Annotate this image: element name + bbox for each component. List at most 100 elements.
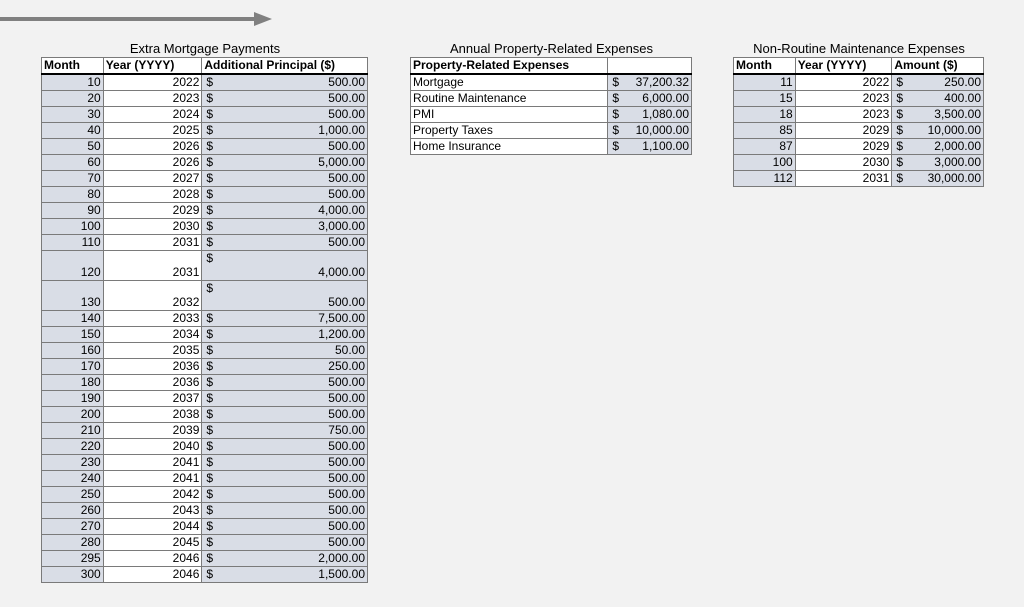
currency-symbol: $ — [206, 155, 214, 169]
amount-cell: $500.00 — [201, 406, 368, 423]
amount-value: 37,200.32 — [635, 75, 689, 89]
amount-cell: $500.00 — [201, 486, 368, 503]
currency-symbol: $ — [612, 107, 620, 121]
col-header-year: Year (YYYY) — [102, 57, 203, 75]
currency-symbol: $ — [206, 471, 214, 485]
amount-value: 400.00 — [944, 91, 981, 105]
amount-cell: $500.00 — [201, 518, 368, 535]
amount-value: 6,000.00 — [642, 91, 689, 105]
nonroutine-section: Non-Routine Maintenance Expenses Month Y… — [733, 41, 985, 187]
nonroutine-caption: Non-Routine Maintenance Expenses — [753, 41, 965, 56]
table-row: 120 2031 $4,000.00 — [41, 250, 368, 281]
month-cell: 100 — [41, 218, 104, 235]
col-header-nr-month: Month — [733, 57, 796, 75]
amount-value: 3,500.00 — [934, 107, 981, 121]
amount-value: 250.00 — [944, 75, 981, 89]
year-cell: 2028 — [102, 186, 203, 203]
month-cell: 10 — [41, 73, 104, 91]
currency-symbol: $ — [206, 171, 214, 185]
annual-expenses-table: Property-Related Expenses Mortgage $37,20… — [409, 57, 692, 155]
amount-value: 500.00 — [328, 391, 365, 405]
amount-value: 500.00 — [328, 455, 365, 469]
amount-cell: $2,000.00 — [891, 138, 984, 155]
expense-label-cell: Mortgage — [409, 73, 609, 91]
year-cell: 2046 — [102, 566, 203, 583]
amount-cell: $500.00 — [201, 138, 368, 155]
currency-symbol: $ — [896, 155, 904, 169]
table-row: 112 2031 $30,000.00 — [733, 170, 984, 187]
table-row: 50 2026 $500.00 — [41, 138, 368, 155]
year-cell: 2041 — [102, 454, 203, 471]
amount-cell: $3,000.00 — [201, 218, 368, 235]
amount-value: 3,000.00 — [934, 155, 981, 169]
currency-symbol: $ — [206, 235, 214, 249]
expense-amount-cell: $6,000.00 — [607, 90, 692, 107]
currency-symbol: $ — [206, 487, 214, 501]
month-cell: 15 — [733, 90, 796, 107]
currency-symbol: $ — [896, 123, 904, 137]
month-cell: 300 — [41, 566, 104, 583]
col-header-expense: Property-Related Expenses — [409, 57, 609, 75]
currency-symbol: $ — [612, 75, 620, 89]
table-row: 300 2046 $1,500.00 — [41, 566, 368, 583]
year-cell: 2029 — [794, 122, 893, 139]
amount-cell: $500.00 — [201, 90, 368, 107]
month-cell: 180 — [41, 374, 104, 391]
expense-label-cell: Routine Maintenance — [409, 90, 609, 107]
expense-label-cell: PMI — [409, 106, 609, 123]
nonroutine-table: Month Year (YYYY) Amount ($) 11 2022 $250.… — [733, 57, 984, 187]
currency-symbol: $ — [206, 567, 214, 581]
year-cell: 2026 — [102, 154, 203, 171]
amount-cell: $750.00 — [201, 422, 368, 439]
month-cell: 230 — [41, 454, 104, 471]
year-cell: 2037 — [102, 390, 203, 407]
amount-cell: $500.00 — [201, 534, 368, 551]
currency-symbol: $ — [206, 107, 214, 121]
month-cell: 220 — [41, 438, 104, 455]
year-cell: 2031 — [102, 234, 203, 251]
table-row: 90 2029 $4,000.00 — [41, 202, 368, 219]
expense-amount-cell: $10,000.00 — [607, 122, 692, 139]
month-cell: 20 — [41, 90, 104, 107]
table-row: 18 2023 $3,500.00 — [733, 106, 984, 123]
month-cell: 150 — [41, 326, 104, 343]
month-cell: 85 — [733, 122, 796, 139]
table-row: 85 2029 $10,000.00 — [733, 122, 984, 139]
month-cell: 200 — [41, 406, 104, 423]
year-cell: 2031 — [794, 170, 893, 187]
amount-cell: $250.00 — [891, 73, 984, 91]
table-row: 200 2038 $500.00 — [41, 406, 368, 423]
currency-symbol: $ — [896, 75, 904, 89]
table-row: 15 2023 $400.00 — [733, 90, 984, 107]
table-row: 210 2039 $750.00 — [41, 422, 368, 439]
amount-value: 500.00 — [328, 471, 365, 485]
year-cell: 2036 — [102, 374, 203, 391]
amount-cell: $400.00 — [891, 90, 984, 107]
extra-payments-table: Month Year (YYYY) Additional Principal (… — [41, 57, 368, 583]
table-row: 180 2036 $500.00 — [41, 374, 368, 391]
month-cell: 70 — [41, 170, 104, 187]
amount-cell: $5,000.00 — [201, 154, 368, 171]
amount-value: 500.00 — [328, 503, 365, 517]
month-cell: 260 — [41, 502, 104, 519]
table-row: 295 2046 $2,000.00 — [41, 550, 368, 567]
currency-symbol: $ — [206, 391, 214, 405]
table-row: 270 2044 $500.00 — [41, 518, 368, 535]
amount-value: 500.00 — [328, 187, 365, 201]
amount-cell: $7,500.00 — [201, 310, 368, 327]
currency-symbol: $ — [206, 407, 214, 421]
annual-expenses-section: Annual Property-Related Expenses Propert… — [409, 41, 693, 155]
table-row: 160 2035 $50.00 — [41, 342, 368, 359]
year-cell: 2029 — [794, 138, 893, 155]
currency-symbol: $ — [206, 423, 214, 437]
table-row: 70 2027 $500.00 — [41, 170, 368, 187]
month-cell: 87 — [733, 138, 796, 155]
amount-value: 10,000.00 — [635, 123, 689, 137]
currency-symbol: $ — [206, 281, 214, 295]
amount-value: 500.00 — [328, 375, 365, 389]
amount-value: 1,080.00 — [642, 107, 689, 121]
year-cell: 2024 — [102, 106, 203, 123]
currency-symbol: $ — [896, 107, 904, 121]
amount-value: 5,000.00 — [318, 155, 365, 169]
amount-value: 1,100.00 — [642, 139, 689, 153]
